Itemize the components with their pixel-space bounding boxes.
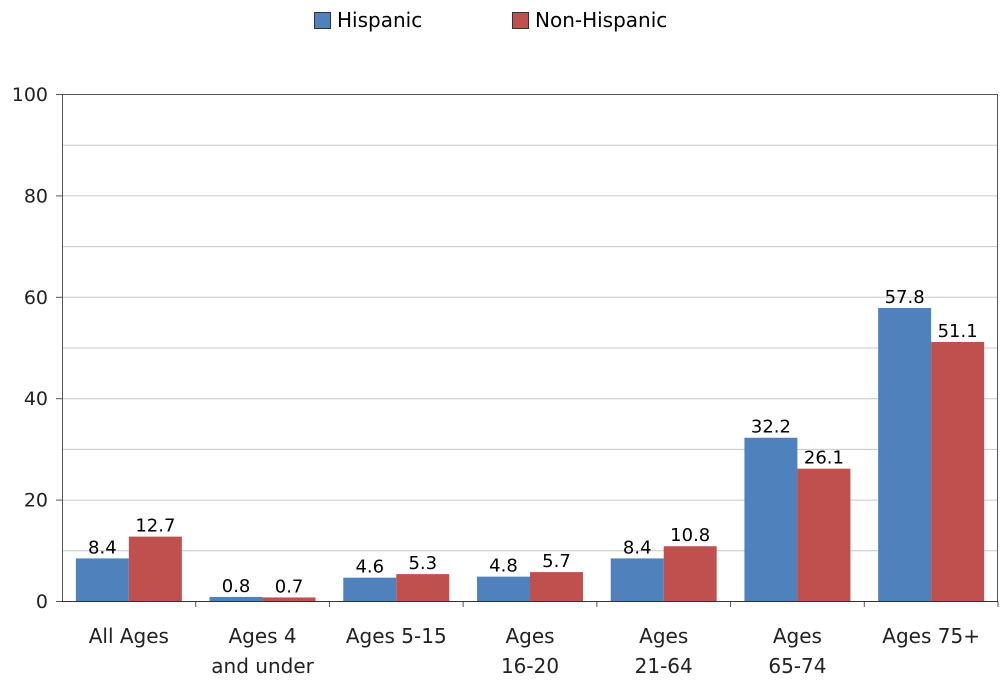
data-label: 4.8 — [489, 556, 518, 577]
category-label: 65-74 — [768, 654, 826, 678]
category-label: 21-64 — [635, 654, 693, 678]
bar-non-hispanic — [262, 597, 316, 601]
y-tick-label: 60 — [24, 287, 48, 309]
bar-non-hispanic — [797, 468, 851, 601]
bar-hispanic — [75, 558, 129, 601]
y-tick-label: 100 — [12, 84, 48, 106]
legend-item-hispanic: Hispanic — [314, 6, 422, 34]
legend: Hispanic Non-Hispanic — [0, 6, 1000, 34]
data-label: 51.1 — [938, 321, 978, 342]
legend-swatch-non-hispanic — [512, 11, 529, 29]
y-tick-label: 0 — [36, 591, 48, 613]
y-tick-label: 20 — [24, 490, 48, 512]
bar-hispanic — [343, 577, 397, 601]
data-label: 8.4 — [623, 537, 652, 558]
category-label: Ages 4 — [228, 624, 296, 648]
legend-swatch-hispanic — [314, 11, 331, 29]
bar-non-hispanic — [530, 572, 583, 601]
data-label: 12.7 — [135, 516, 175, 537]
data-label: 5.3 — [408, 553, 437, 574]
bar-non-hispanic — [931, 341, 985, 601]
data-label: 26.1 — [804, 448, 844, 469]
category-label: All Ages — [89, 624, 169, 648]
bar-non-hispanic — [396, 574, 450, 601]
data-label: 5.7 — [542, 551, 571, 572]
data-label: 0.8 — [222, 576, 251, 597]
bar-hispanic — [610, 558, 664, 601]
bar-hispanic — [744, 437, 798, 601]
data-label: 4.6 — [355, 557, 384, 578]
data-label: 32.2 — [751, 417, 791, 438]
category-label: 16-20 — [501, 654, 559, 678]
data-label: 8.4 — [88, 537, 117, 558]
data-label: 0.7 — [275, 576, 304, 597]
legend-label-non-hispanic: Non-Hispanic — [535, 8, 668, 32]
legend-label-hispanic: Hispanic — [337, 8, 423, 32]
category-label: Ages — [505, 624, 554, 648]
data-label: 57.8 — [885, 287, 925, 308]
y-tick-label: 40 — [24, 388, 48, 410]
bar-hispanic — [209, 596, 263, 601]
bar-hispanic — [477, 576, 530, 601]
category-label: Ages 75+ — [882, 624, 980, 648]
category-label: Ages 5-15 — [346, 624, 447, 648]
category-label: Ages — [639, 624, 688, 648]
data-label: 10.8 — [670, 525, 710, 546]
y-tick-label: 80 — [24, 185, 48, 207]
category-label: and under — [211, 654, 314, 678]
category-label: Ages — [773, 624, 822, 648]
bar-non-hispanic — [128, 536, 182, 601]
legend-item-non-hispanic: Non-Hispanic — [512, 6, 667, 34]
bar-hispanic — [878, 307, 932, 601]
bar-non-hispanic — [663, 546, 717, 601]
